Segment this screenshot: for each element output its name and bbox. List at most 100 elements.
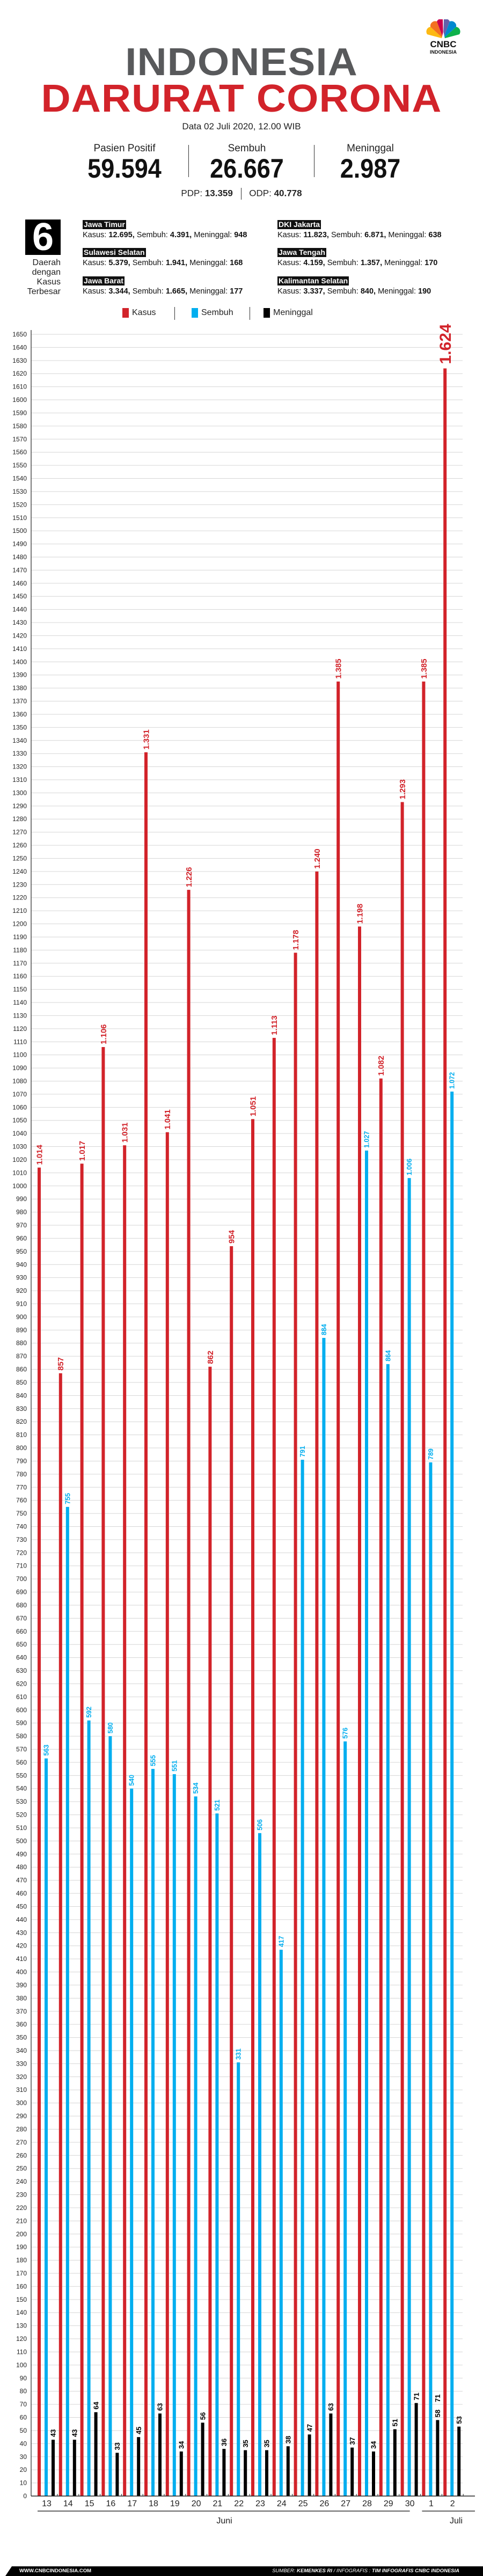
bar-kasus [230, 1246, 233, 2496]
legend-item-kasus: Kasus [122, 308, 156, 318]
sembuh-value: 1.665, [165, 287, 188, 296]
annotation-label: 71 [434, 2395, 442, 2402]
x-tick-label: 29 [384, 2499, 393, 2508]
data-label-kasus: 954 [228, 1230, 237, 1243]
y-tick-label: 1560 [12, 449, 27, 456]
meninggal-label: Meninggal: [189, 259, 228, 267]
y-tick-label: 1260 [12, 841, 27, 849]
y-tick-label: 410 [16, 1955, 27, 1963]
x-tick-label: 16 [106, 2499, 116, 2508]
y-tick-label: 1210 [12, 907, 27, 914]
bar-sembuh [365, 1150, 368, 2496]
y-tick-label: 460 [16, 1890, 27, 1897]
bar-kasus [58, 1373, 62, 2496]
bar-kasus [315, 871, 319, 2496]
x-tick-label: 24 [277, 2499, 287, 2508]
bar-meninggal [244, 2450, 247, 2496]
stat-value: 59.594 [87, 153, 162, 184]
kasus-value: 3.337, [303, 287, 325, 296]
website-link[interactable]: WWW.CNBCINDONESIA.COM [19, 2568, 92, 2574]
y-tick-label: 270 [16, 2139, 27, 2146]
x-tick-label: 15 [85, 2499, 94, 2508]
data-label-meninggal: 37 [348, 2437, 356, 2445]
y-tick-label: 1060 [12, 1103, 27, 1111]
bar-meninggal [393, 2429, 397, 2496]
y-tick-label: 1070 [12, 1091, 27, 1098]
data-label-kasus: 1.178 [291, 930, 301, 950]
sembuh-value: 6.871, [364, 231, 386, 239]
data-label-meninggal: 35 [241, 2440, 250, 2447]
data-label-sembuh: 884 [320, 1324, 328, 1335]
y-tick-label: 760 [16, 1497, 27, 1504]
y-tick-label: 530 [16, 1798, 27, 1805]
sembuh-value: 1.357, [360, 259, 383, 267]
data-label-meninggal: 71 [412, 2392, 420, 2400]
stat-value: 2.987 [340, 153, 401, 184]
data-label-kasus: 1.113 [270, 1015, 279, 1035]
source-value: KEMENKES RI [297, 2568, 332, 2574]
bar-meninggal [436, 2420, 440, 2496]
meninggal-value: 177 [230, 287, 243, 296]
bar-meninggal [350, 2447, 354, 2496]
y-tick-label: 1370 [12, 698, 27, 705]
data-label-meninggal: 35 [263, 2440, 271, 2447]
y-tick-label: 840 [16, 1392, 27, 1399]
stat-label: Pasien Positif [93, 143, 156, 154]
y-tick-label: 30 [20, 2453, 27, 2461]
x-tick-label: 27 [341, 2499, 350, 2508]
region-stats: Kasus: 5.379, Sembuh: 1.941, Meninggal: … [83, 259, 243, 267]
y-tick-label: 450 [16, 1902, 27, 1910]
data-label-sembuh: 417 [277, 1936, 285, 1947]
y-tick-label: 520 [16, 1811, 27, 1819]
y-tick-label: 470 [16, 1877, 27, 1884]
region-item: Jawa Tengah Kasus: 4.159, Sembuh: 1.357, … [277, 248, 437, 267]
meninggal-label: Meninggal: [384, 259, 423, 267]
y-tick-label: 1600 [12, 396, 27, 404]
meninggal-label: Meninggal: [378, 287, 416, 296]
y-tick-label: 500 [16, 1837, 27, 1845]
data-label-meninggal: 58 [434, 2410, 442, 2417]
bar-meninggal [72, 2440, 76, 2496]
data-label-sembuh: 755 [64, 1493, 71, 1504]
x-tick-label: 19 [170, 2499, 180, 2508]
data-label-kasus: 1.082 [377, 1056, 386, 1076]
bar-meninggal [265, 2450, 268, 2496]
bar-kasus [101, 1047, 105, 2496]
region-name: Jawa Timur [83, 220, 126, 229]
y-tick-label: 350 [16, 2034, 27, 2041]
y-tick-label: 880 [16, 1340, 27, 1347]
y-tick-label: 960 [16, 1234, 27, 1242]
data-label-meninggal: 38 [284, 2436, 292, 2443]
y-tick-label: 1440 [12, 606, 27, 613]
data-label-sembuh: 580 [107, 1722, 114, 1733]
y-tick-label: 100 [16, 2361, 27, 2369]
x-tick-label: 23 [255, 2499, 265, 2508]
data-label-kasus: 1.106 [99, 1024, 108, 1044]
data-label-meninggal: 47 [305, 2424, 313, 2432]
y-tick-label: 1000 [12, 1182, 27, 1190]
legend-swatch [122, 308, 129, 318]
y-tick-label: 280 [16, 2125, 27, 2133]
y-tick-label: 1320 [12, 763, 27, 771]
data-label-sembuh: 551 [171, 1760, 178, 1772]
sembuh-label: Sembuh: [132, 259, 164, 267]
meninggal-value: 638 [428, 231, 442, 239]
y-tick-label: 820 [16, 1418, 27, 1425]
y-tick-label: 870 [16, 1352, 27, 1360]
y-tick-label: 1650 [12, 331, 27, 338]
kasus-value: 11.823, [303, 231, 329, 239]
y-tick-label: 340 [16, 2047, 27, 2054]
y-tick-label: 420 [16, 1942, 27, 1950]
x-tick-label: 1 [429, 2499, 434, 2508]
data-label-meninggal: 64 [92, 2402, 100, 2410]
y-tick-label: 910 [16, 1300, 27, 1307]
y-tick-label: 1090 [12, 1064, 27, 1072]
kasus-value: 12.695, [108, 231, 135, 239]
bar-kasus [80, 1163, 84, 2496]
y-tick-label: 60 [20, 2414, 27, 2421]
y-tick-label: 900 [16, 1313, 27, 1321]
bar-kasus [187, 890, 191, 2496]
bar-meninggal [179, 2451, 183, 2496]
caption-line: Terbesar [27, 287, 61, 296]
data-label-kasus: 1.051 [248, 1096, 258, 1117]
